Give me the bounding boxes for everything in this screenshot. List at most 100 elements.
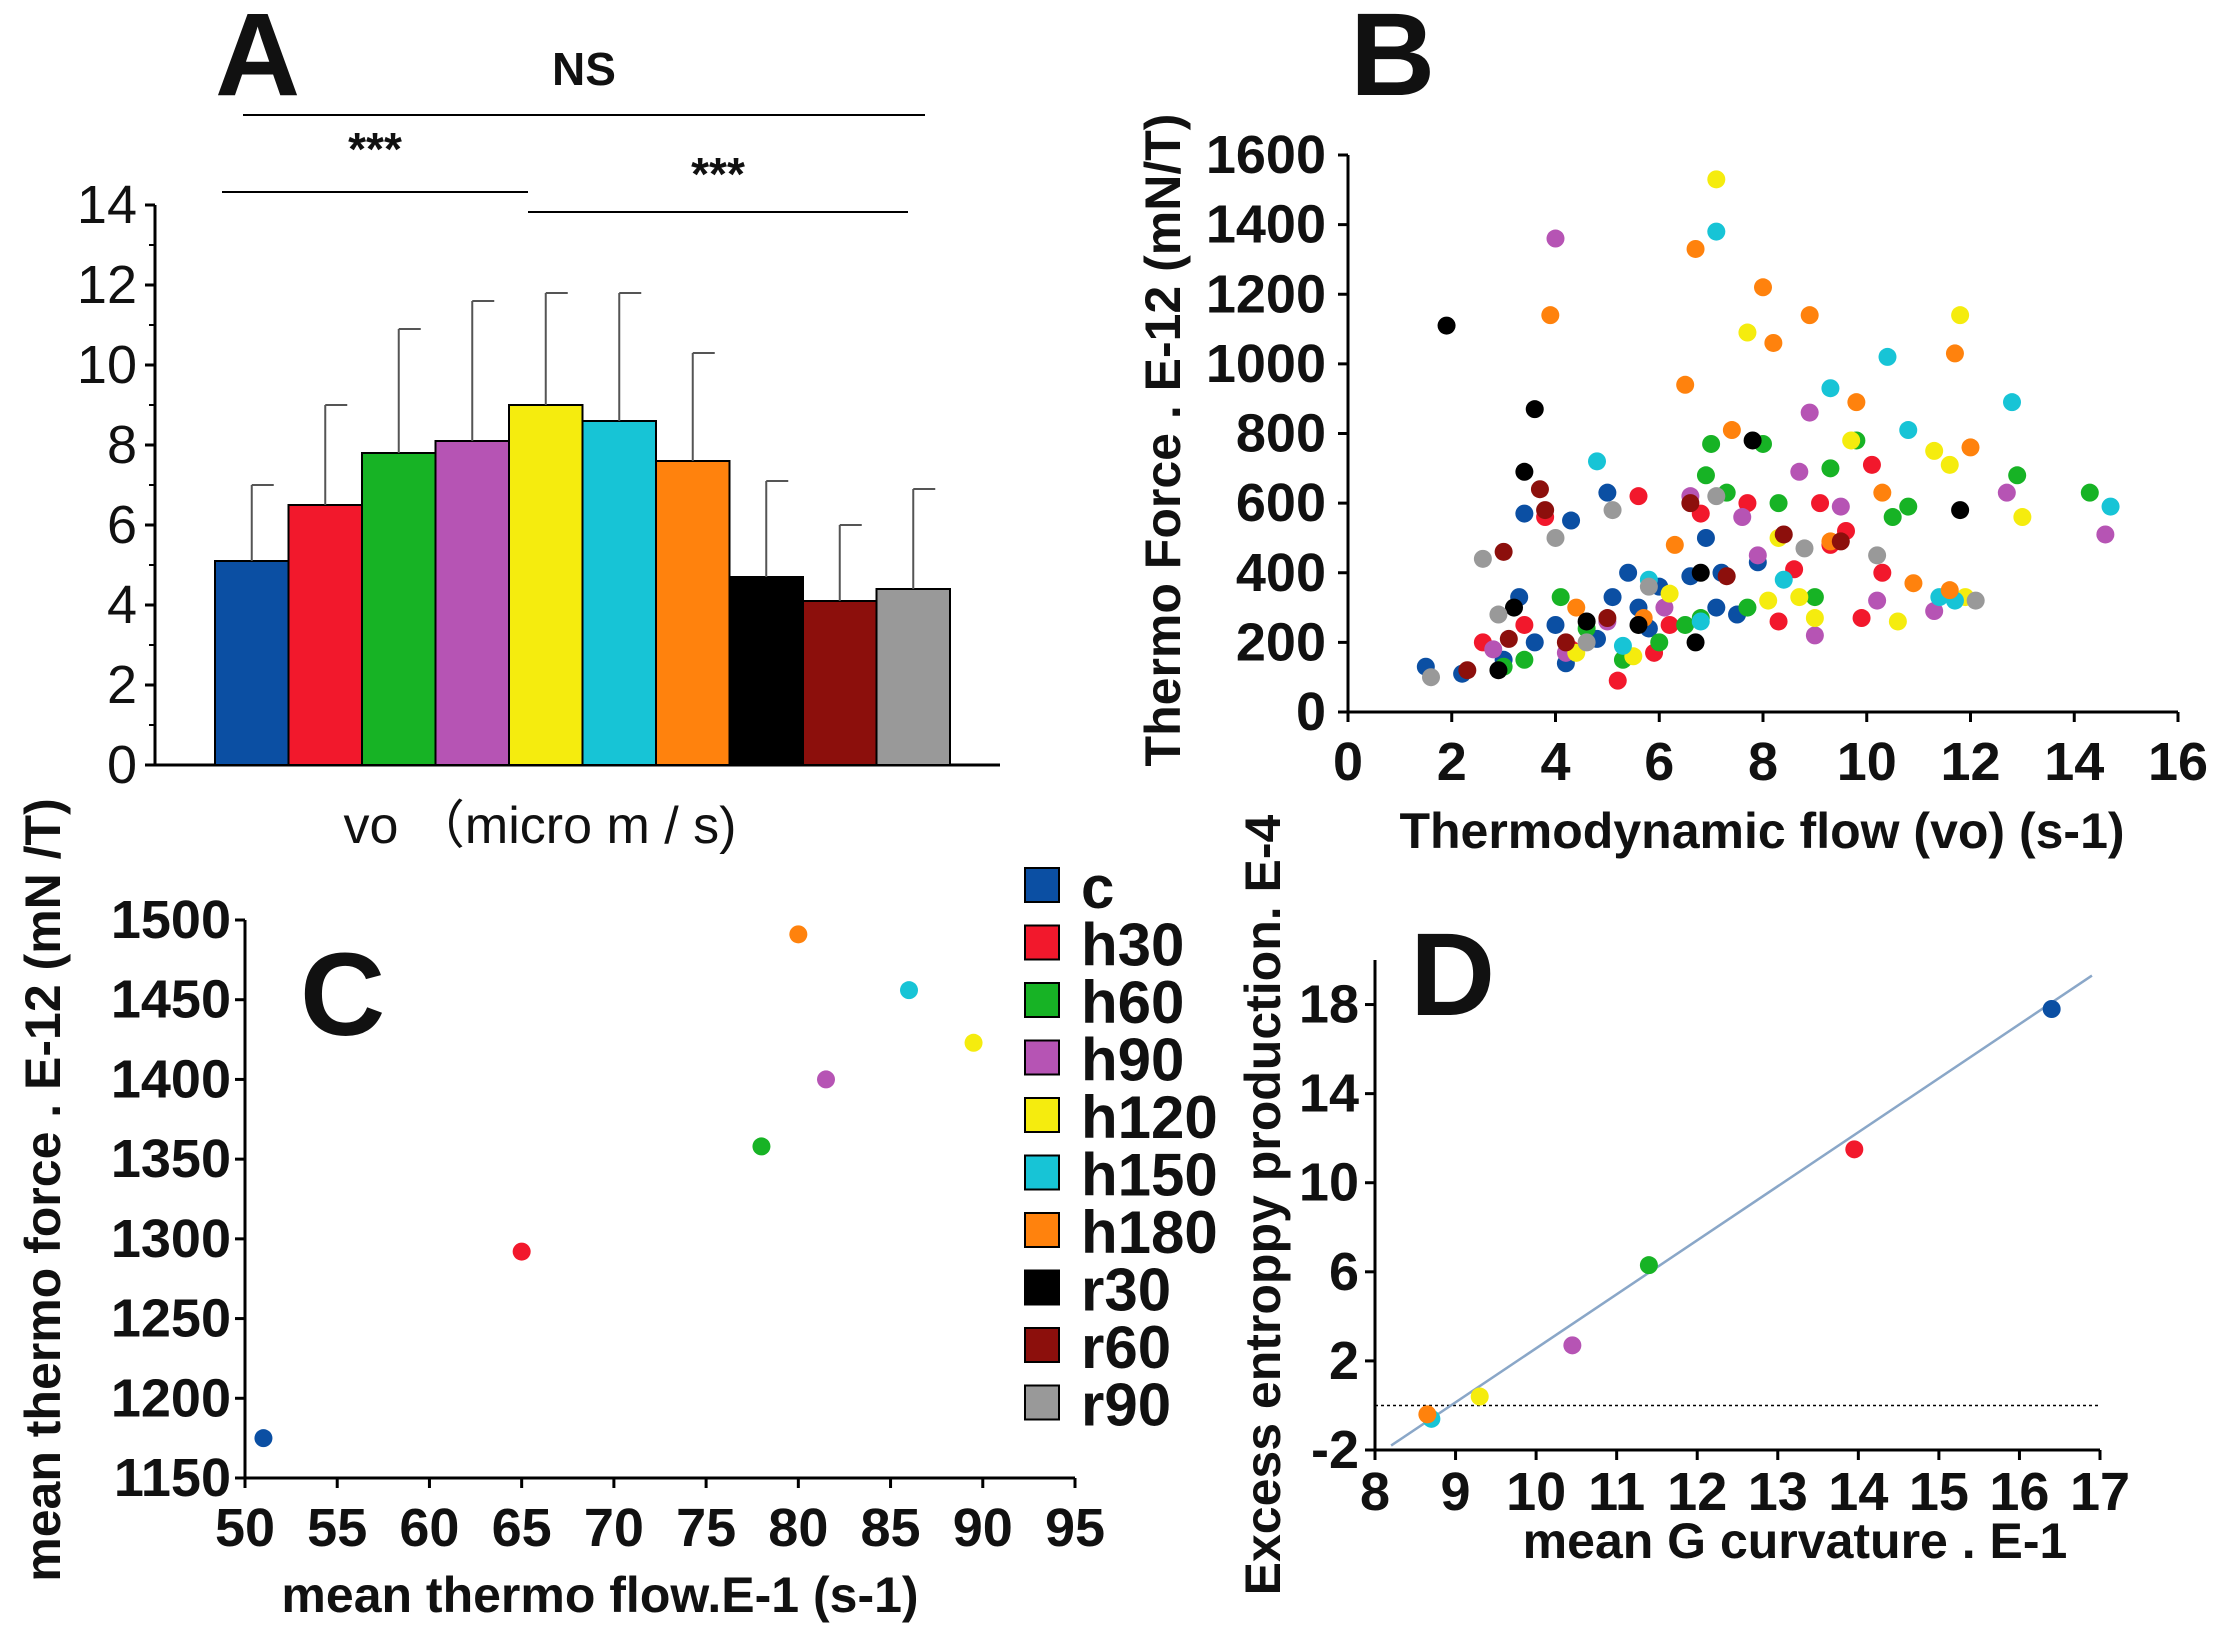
panel-d-x-tick-label: 10 (1506, 1462, 1566, 1522)
panel-b-point-h150 (2003, 393, 2021, 412)
panel-b-x-axis-title: Thermodynamic flow (vo) (s-1) (1399, 803, 2124, 859)
panel-b-point-h120 (1842, 431, 1861, 450)
legend-label-h120: h120 (1081, 1084, 1218, 1151)
panel-b-point-h60 (1696, 466, 1715, 485)
panel-a-y-tick-label: 2 (107, 655, 137, 715)
panel-a-bar-h120 (508, 404, 584, 766)
panel-c-y-tick-label: 1200 (111, 1368, 231, 1428)
panel-b-point-h150 (1899, 421, 1918, 440)
panel-b-y-tick-label: 200 (1236, 612, 1326, 672)
panel-d-points (1418, 1000, 2061, 1428)
panel-b-point-c (1603, 588, 1622, 607)
panel-b-ticks: 0 2 4 6 8 10 12 14 16020040060080010001200140016… (1206, 125, 2208, 792)
panel-d-x-tick-label: 16 (1989, 1462, 2049, 1522)
panel-b-point-r60 (1681, 494, 1700, 513)
panel-d-y-axis-title: Excess entroppy production. E-4 (1235, 814, 1291, 1595)
panel-b-point-r90 (1489, 605, 1508, 624)
panel-b-point-r60 (1556, 633, 1575, 652)
panel-b-point-h90 (1997, 483, 2016, 502)
panel-b-point-h120 (1738, 323, 1757, 342)
panel-b-point-h180 (1800, 306, 1819, 325)
panel-b-point-h90 (2096, 525, 2115, 544)
legend-label-c: c (1081, 854, 1114, 921)
panel-b-point-r30 (1525, 400, 1544, 419)
panel-b-point-c (1619, 563, 1638, 582)
panel-b-point-r90 (1603, 501, 1622, 520)
panel-b-point-h180 (1904, 574, 1923, 593)
panel-c-y-tick-label: 1250 (111, 1289, 231, 1349)
panel-d-x-axis-title: mean G curvature . E-1 (1523, 1513, 2068, 1569)
panel-b-x-tick-label: 12 (1940, 732, 2000, 792)
panel-b-point-h120 (2013, 508, 2032, 527)
panel-b-points (1416, 170, 2120, 690)
panel-a-significance-label: NS (552, 43, 616, 95)
panel-c-x-tick-label: 60 (399, 1498, 459, 1558)
panel-b-x-tick-label: 0 (1333, 732, 1363, 792)
panel-b-point-h60 (1805, 588, 1824, 607)
panel-d-x-tick-label: 12 (1667, 1462, 1727, 1522)
panel-a-significance-label: *** (348, 123, 402, 175)
panel-b-point-h180 (1676, 375, 1695, 394)
panel-c-x-tick-label: 50 (215, 1498, 275, 1558)
panel-b-point-h150 (2101, 497, 2120, 516)
panel-b-point-c (1562, 511, 1581, 530)
panel-c-x-axis-title: mean thermo flow.E-1 (s-1) (281, 1567, 918, 1623)
panel-b-point-h120 (1951, 306, 1970, 325)
panel-b-point-h90 (1655, 598, 1674, 617)
panel-c-points (254, 925, 983, 1448)
panel-c-y-axis-title: mean thermo force . E-12 (mN /T) (15, 798, 71, 1582)
panel-d-scatter: 8 9 10 11 12 13 14 15 16 17 -2 2 6 10 14 18 mean G curv… (1235, 814, 2130, 1595)
panel-b-x-tick-label: 4 (1540, 732, 1570, 792)
panel-b-point-c (1696, 528, 1715, 547)
panel-c-ticks: 50 55 60 65 70 75 80 85 90 95 1150 1200 1250 1300 1350… (111, 890, 1105, 1558)
panel-c-point-h90 (817, 1070, 835, 1089)
panel-b-point-h180 (1873, 483, 1892, 502)
panel-b-point-r60 (1774, 525, 1793, 544)
legend-swatch-r30 (1024, 1269, 1060, 1306)
panel-b-point-c (1546, 615, 1565, 634)
panel-b-point-h30 (1862, 455, 1881, 474)
panel-b-point-h180 (1847, 393, 1866, 412)
panel-d-y-tick-label: -2 (1311, 1420, 1359, 1480)
panel-b-point-h150 (1588, 452, 1606, 471)
panel-d-y-tick-label: 18 (1299, 975, 1359, 1035)
panel-b-point-h90 (1800, 403, 1819, 422)
panel-a-bar-r90 (875, 588, 951, 766)
legend-swatch-r90 (1024, 1384, 1060, 1421)
panel-b-point-c (1598, 483, 1617, 502)
panel-b-x-tick-label: 10 (1837, 732, 1897, 792)
panel-d-x-tick-label: 11 (1588, 1462, 1645, 1522)
panel-b-point-h60 (1650, 633, 1669, 652)
panel-a-error-bars (250, 292, 936, 601)
panel-c-y-tick-label: 1450 (111, 970, 231, 1030)
panel-b-point-r90 (1707, 487, 1726, 506)
panel-b-point-h180 (1541, 306, 1560, 325)
panel-c-x-tick-label: 70 (584, 1498, 644, 1558)
panel-b-scatter: 0 2 4 6 8 10 12 14 16020040060080010001200140016… (1135, 114, 2208, 859)
panel-b-point-r60 (1536, 501, 1555, 520)
panel-b-x-tick-label: 16 (2148, 732, 2208, 792)
panel-b-point-h120 (1888, 612, 1907, 631)
panel-a-bar-chart: 0 2 4 6 8 10 12 14 NS *** *** vo （micro m / s) (77, 43, 1000, 855)
legend-swatch-c (1024, 867, 1060, 903)
panel-b-y-tick-label: 1000 (1206, 334, 1326, 394)
panel-b-point-h90 (1805, 626, 1824, 645)
panel-b-point-r30 (1489, 661, 1508, 680)
panel-b-point-h60 (2008, 466, 2027, 485)
panel-d-point-h180 (1418, 1405, 1437, 1424)
panel-b-point-h60 (1738, 598, 1757, 617)
panel-a-y-ticks: 0 2 4 6 8 10 12 14 (77, 175, 155, 795)
panel-c-x-tick-label: 75 (676, 1498, 736, 1558)
panel-d-point-c (2042, 1000, 2061, 1018)
panel-b-point-r90 (1577, 633, 1596, 652)
panel-b-point-h60 (1821, 459, 1840, 478)
panel-b-point-h150 (1774, 570, 1793, 589)
panel-b-point-h90 (1748, 546, 1767, 565)
panel-c-x-tick-label: 90 (953, 1498, 1013, 1558)
panel-b-point-r30 (1743, 431, 1762, 450)
panel-b-point-r30 (1505, 598, 1523, 617)
panel-a-y-tick-label: 10 (77, 335, 137, 395)
panel-b-point-h90 (1925, 602, 1944, 621)
panel-d-point-h120 (1470, 1387, 1489, 1406)
